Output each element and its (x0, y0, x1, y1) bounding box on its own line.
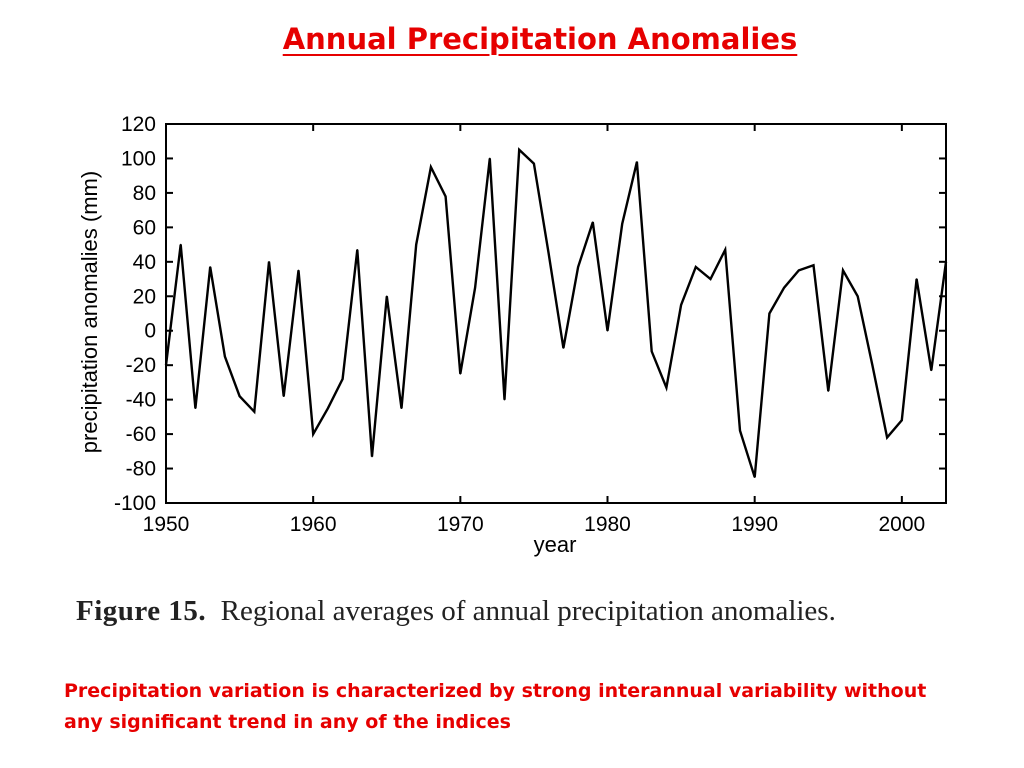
data-point (312, 433, 314, 435)
data-point (209, 266, 211, 268)
data-point (341, 378, 344, 380)
data-point (562, 347, 565, 349)
y-axis-title: precipitation anomalies (mm) (77, 171, 102, 453)
figure-caption: Figure 15. Regional averages of annual p… (76, 592, 946, 630)
data-point (709, 278, 712, 280)
data-point (282, 395, 285, 397)
x-tick-label: 1990 (731, 513, 778, 536)
data-point (886, 436, 888, 439)
y-tick-label: -20 (126, 354, 156, 377)
data-point (798, 269, 800, 272)
data-point (533, 162, 535, 165)
data-point (812, 264, 815, 267)
y-tick-label: 0 (144, 320, 156, 343)
caption-text: Regional averages of annual precipitatio… (220, 595, 836, 627)
x-tick-label: 2000 (878, 513, 925, 536)
data-point (930, 369, 933, 372)
y-tick-label: -80 (126, 458, 156, 481)
data-point (194, 407, 197, 410)
data-point (650, 350, 653, 353)
data-point (901, 419, 903, 422)
data-point (503, 398, 506, 401)
data-point (680, 304, 682, 306)
y-tick-label: 20 (133, 285, 156, 308)
data-point (827, 390, 830, 392)
data-point (415, 243, 417, 246)
data-point (768, 312, 771, 315)
data-point (621, 223, 624, 225)
data-point (268, 261, 270, 263)
data-point (297, 269, 300, 272)
precipitation-line-chart: precipitation anomalies (mm) year 1950 19… (77, 113, 948, 557)
data-point (871, 364, 874, 366)
data-point (430, 166, 432, 168)
data-point (665, 386, 668, 389)
caption-label: Figure 15. (76, 595, 207, 627)
data-point (444, 195, 447, 198)
data-point (385, 295, 388, 298)
x-axis-title: year (534, 532, 577, 557)
data-point (591, 221, 594, 223)
data-point (224, 355, 226, 358)
data-point (356, 248, 359, 251)
data-point (753, 476, 756, 478)
plot-frame (165, 123, 947, 504)
data-point (636, 161, 638, 163)
x-tick-label: 1970 (437, 513, 484, 536)
data-point (606, 329, 609, 332)
y-tick-label: 100 (121, 147, 156, 170)
data-point (179, 243, 182, 246)
y-tick-label: -60 (126, 423, 156, 446)
data-point (371, 455, 373, 458)
data-point (739, 429, 741, 432)
data-point (518, 149, 521, 151)
data-point (945, 261, 947, 263)
data-point (915, 278, 918, 280)
data-point (783, 286, 785, 289)
summary-note: Precipitation variation is characterized… (64, 680, 927, 733)
data-point (695, 266, 697, 268)
y-tick-label: 40 (133, 251, 156, 274)
y-tick-label: -40 (126, 389, 156, 412)
data-point (547, 252, 550, 255)
data-point (253, 410, 256, 413)
data-point (856, 295, 859, 298)
data-point (488, 157, 491, 160)
data-point (327, 407, 329, 410)
x-tick-label: 1980 (584, 513, 631, 536)
y-tick-label: 120 (121, 113, 156, 136)
slide-title: Annual Precipitation Anomalies (282, 22, 798, 56)
x-tick-label: 1960 (290, 513, 337, 536)
x-tick-label: 1950 (143, 513, 190, 536)
data-point (459, 372, 462, 375)
data-point (842, 269, 844, 272)
data-point (577, 266, 579, 268)
data-point (238, 395, 241, 397)
data-point (165, 364, 167, 366)
series-line (164, 147, 948, 478)
y-tick-label: -100 (114, 492, 156, 515)
data-point (474, 286, 476, 289)
y-tick-label: 80 (133, 182, 156, 205)
data-point (724, 248, 727, 251)
y-tick-label: 60 (133, 216, 156, 239)
data-point (400, 407, 403, 410)
